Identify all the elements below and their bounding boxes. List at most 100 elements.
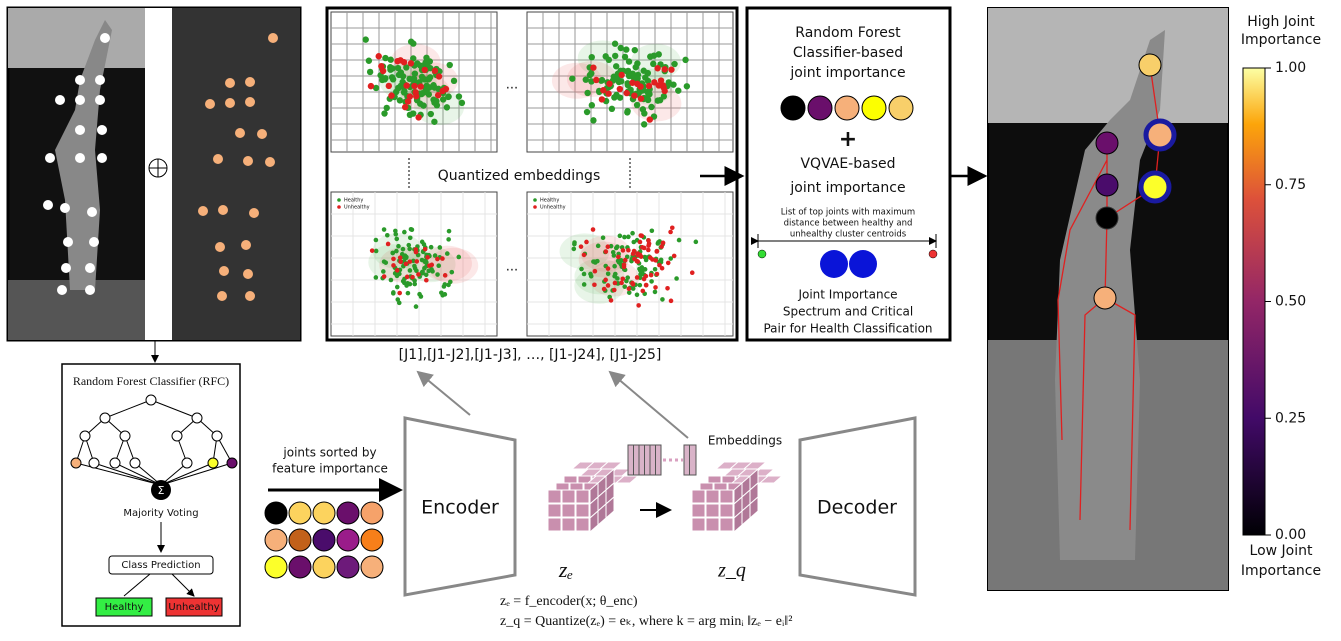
scatter-point <box>665 286 670 291</box>
joint-circle <box>337 556 359 578</box>
scatter-point <box>409 227 414 232</box>
scatter-point <box>408 60 414 66</box>
importance-text: joint importance <box>789 65 905 81</box>
scatter-point <box>669 299 674 304</box>
scatter-point <box>618 72 624 78</box>
colorbar-caption: Low Joint <box>1250 543 1313 559</box>
scatter-point <box>656 240 661 245</box>
scatter-point <box>431 84 437 90</box>
scatter-point <box>407 112 413 118</box>
joint-dot <box>243 269 253 279</box>
scatter-point <box>569 75 575 81</box>
scatter-point <box>622 284 627 289</box>
scatter-point <box>635 293 640 298</box>
scatter-point <box>661 241 666 246</box>
scatter-point <box>390 251 395 256</box>
tree-node <box>89 458 99 468</box>
shape <box>172 8 300 340</box>
scatter-point <box>639 233 644 238</box>
scatter-point <box>625 275 630 280</box>
joint-circle <box>889 96 913 120</box>
joint-pairs: [J1],[J1-J2],[J1-J3], …, [J1-J24], [J1-J… <box>399 347 662 363</box>
cube-cell <box>706 518 719 531</box>
scatter-point <box>653 258 658 263</box>
encoder-label: Encoder <box>421 497 499 519</box>
joint-circle <box>265 529 287 551</box>
scatter-point <box>582 272 587 277</box>
joint-dot <box>61 263 71 273</box>
scatter-point <box>694 240 699 245</box>
scatter-point <box>640 106 646 112</box>
scatter-point <box>584 90 590 96</box>
importance-text: unhealthy cluster centroids <box>790 230 907 240</box>
cube-cell <box>692 490 705 503</box>
scatter-point <box>632 257 637 262</box>
scatter-point <box>604 249 609 254</box>
tree-node <box>172 431 182 441</box>
cube-cell <box>720 504 733 517</box>
scatter-point <box>416 272 421 277</box>
shape <box>1146 121 1174 149</box>
equation: zₑ = f_encoder(x; θ_enc) <box>500 594 638 609</box>
scatter-point <box>612 288 617 293</box>
shape <box>265 502 383 578</box>
scatter-point <box>653 267 658 272</box>
joint-circle <box>835 96 859 120</box>
joint-dot <box>89 237 99 247</box>
scatter-point <box>397 97 403 103</box>
scatter-point <box>442 284 447 289</box>
scatter-point <box>414 259 419 264</box>
scatter-point <box>612 264 617 269</box>
scatter-point <box>363 36 369 42</box>
tree-node <box>100 413 110 423</box>
scatter-point <box>420 102 426 108</box>
scatter-point <box>646 243 651 248</box>
tree-node <box>71 458 81 468</box>
sort-label: feature importance <box>272 462 388 476</box>
shape <box>628 445 696 475</box>
scatter-point <box>423 247 428 252</box>
scatter-point <box>622 265 627 270</box>
joint-dot <box>219 266 229 276</box>
joint-dot <box>45 153 55 163</box>
scatter-point <box>412 282 417 287</box>
scatter-point <box>406 291 411 296</box>
colorbar-caption: Importance <box>1241 32 1321 48</box>
scatter-point <box>666 261 671 266</box>
scatter-point <box>413 93 419 99</box>
importance-text: Joint Importance <box>797 288 897 302</box>
joint-dot <box>268 33 278 43</box>
scatter-point <box>582 282 587 287</box>
scatter-point <box>443 273 448 278</box>
scatter-point <box>431 119 437 125</box>
cube-cell <box>720 490 733 503</box>
joint-circle <box>265 502 287 524</box>
scatter-point <box>613 272 618 277</box>
cube-cell <box>562 504 575 517</box>
scatter-point <box>593 259 598 264</box>
joint-circle <box>862 96 886 120</box>
scatter-point <box>397 291 402 296</box>
joint-dot <box>218 205 228 215</box>
scatter-point <box>423 89 429 95</box>
scatter-point <box>436 263 441 268</box>
legend-label: Healthy <box>540 198 559 204</box>
scatter-point <box>374 275 379 280</box>
legend-dot <box>533 198 537 202</box>
scatter-point <box>420 258 425 263</box>
scatter-point <box>391 257 396 262</box>
scatter-point <box>395 85 401 91</box>
scatter-point <box>645 91 651 97</box>
tree-node <box>110 458 120 468</box>
cube-cell <box>576 518 589 531</box>
cube-cell <box>576 490 589 503</box>
cube-cell <box>548 490 561 503</box>
joint-dot <box>63 237 73 247</box>
scatter-point <box>401 59 407 65</box>
scatter-point <box>388 57 394 63</box>
shape <box>1094 287 1116 309</box>
scatter-point <box>658 77 664 83</box>
scatter-point <box>627 286 632 291</box>
scatter-point <box>616 255 621 260</box>
legend-label: Unhealthy <box>540 205 566 211</box>
